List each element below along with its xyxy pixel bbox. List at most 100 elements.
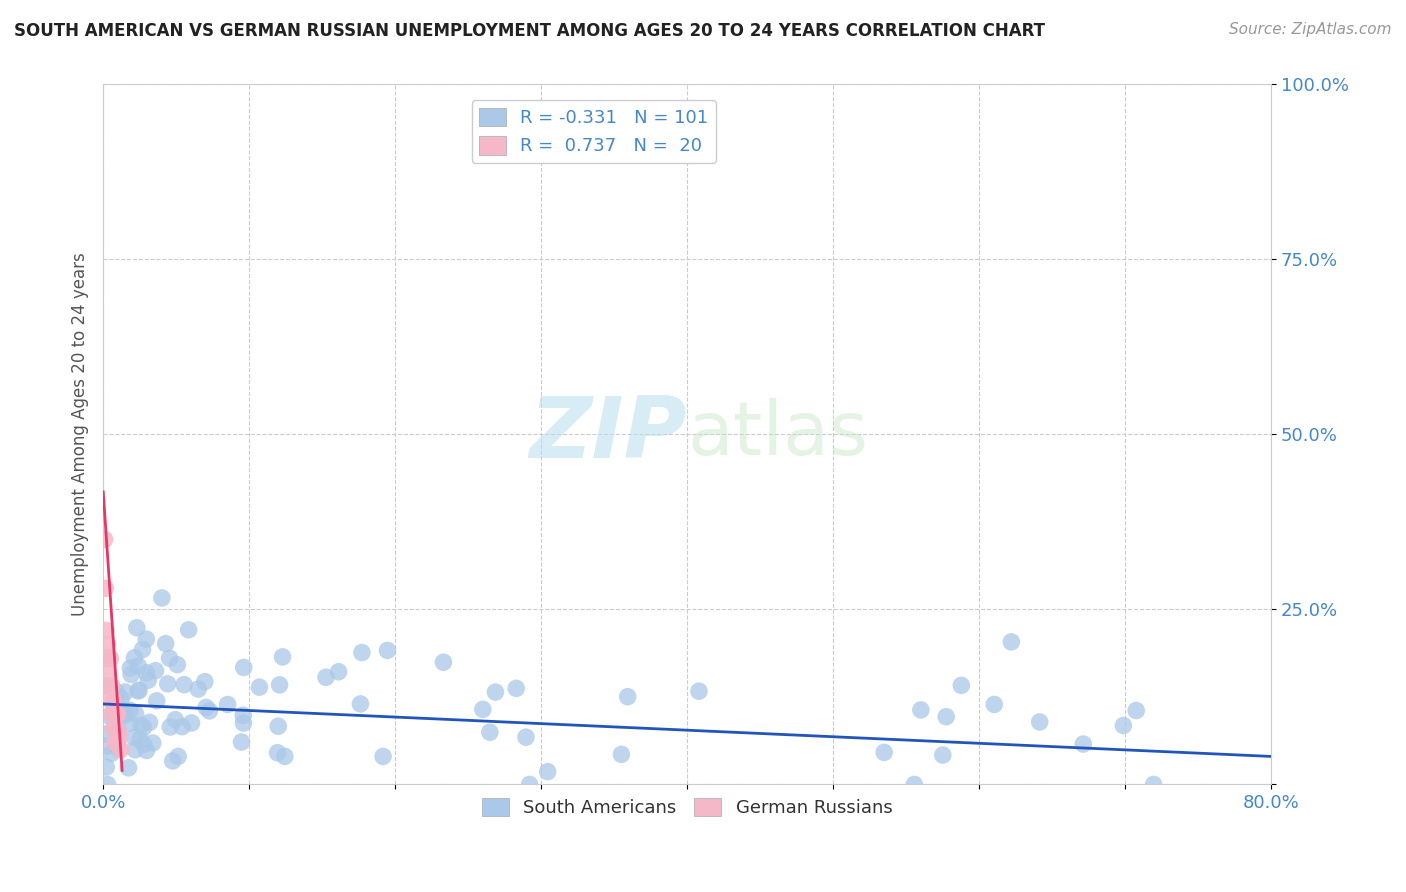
Point: [129, 718, 152, 732]
Point: [232, 716, 254, 731]
Point: [120, 661, 142, 675]
Point: [180, 716, 202, 731]
Point: [269, 678, 291, 692]
Point: [616, 690, 638, 704]
Point: [124, 706, 146, 721]
Point: [983, 698, 1005, 712]
Point: [111, 702, 134, 716]
Point: [266, 746, 288, 760]
Point: [1142, 777, 1164, 791]
Point: [271, 649, 294, 664]
Point: [135, 665, 157, 680]
Point: [232, 708, 254, 723]
Point: [110, 691, 132, 706]
Point: [122, 731, 145, 745]
Point: [432, 655, 454, 669]
Point: [94, 624, 117, 638]
Point: [519, 777, 541, 791]
Point: [100, 747, 122, 761]
Point: [170, 720, 193, 734]
Point: [910, 703, 932, 717]
Point: [127, 684, 149, 698]
Point: [195, 700, 218, 714]
Point: [142, 736, 165, 750]
Point: [120, 667, 142, 681]
Point: [103, 693, 125, 707]
Point: [100, 651, 122, 665]
Text: atlas: atlas: [688, 398, 868, 471]
Point: [107, 707, 129, 722]
Point: [471, 702, 494, 716]
Point: [128, 683, 150, 698]
Point: [328, 665, 350, 679]
Point: [688, 684, 710, 698]
Point: [135, 743, 157, 757]
Point: [267, 719, 290, 733]
Point: [1028, 714, 1050, 729]
Point: [135, 632, 157, 647]
Point: [104, 707, 127, 722]
Point: [873, 745, 896, 759]
Point: [104, 735, 127, 749]
Point: [136, 673, 159, 688]
Point: [1125, 704, 1147, 718]
Point: [156, 677, 179, 691]
Point: [129, 732, 152, 747]
Point: [274, 749, 297, 764]
Point: [198, 704, 221, 718]
Point: [315, 670, 337, 684]
Point: [93, 533, 115, 547]
Point: [159, 651, 181, 665]
Point: [96, 637, 118, 651]
Point: [903, 777, 925, 791]
Point: [932, 747, 955, 762]
Y-axis label: Unemployment Among Ages 20 to 24 years: Unemployment Among Ages 20 to 24 years: [72, 252, 89, 616]
Point: [131, 642, 153, 657]
Text: ZIP: ZIP: [530, 393, 688, 476]
Point: [150, 591, 173, 605]
Point: [97, 650, 120, 665]
Point: [145, 664, 167, 678]
Point: [105, 740, 128, 755]
Point: [177, 623, 200, 637]
Point: [1071, 737, 1094, 751]
Point: [371, 749, 394, 764]
Point: [145, 694, 167, 708]
Point: [96, 739, 118, 753]
Point: [610, 747, 633, 762]
Point: [1112, 718, 1135, 732]
Point: [155, 637, 177, 651]
Point: [167, 749, 190, 764]
Point: [118, 716, 141, 731]
Point: [94, 582, 117, 596]
Point: [537, 764, 560, 779]
Point: [950, 678, 973, 692]
Point: [138, 715, 160, 730]
Point: [125, 621, 148, 635]
Point: [111, 707, 134, 722]
Point: [350, 646, 373, 660]
Point: [1000, 635, 1022, 649]
Point: [515, 730, 537, 744]
Point: [93, 727, 115, 741]
Point: [484, 685, 506, 699]
Point: [166, 657, 188, 672]
Point: [96, 760, 118, 774]
Point: [96, 665, 118, 680]
Point: [127, 659, 149, 673]
Point: [101, 707, 124, 722]
Point: [232, 660, 254, 674]
Point: [97, 709, 120, 723]
Point: [217, 698, 239, 712]
Point: [107, 735, 129, 749]
Point: [117, 761, 139, 775]
Point: [103, 722, 125, 736]
Point: [96, 777, 118, 791]
Point: [173, 678, 195, 692]
Point: [114, 708, 136, 723]
Point: [132, 738, 155, 752]
Point: [105, 685, 128, 699]
Point: [101, 680, 124, 694]
Text: Source: ZipAtlas.com: Source: ZipAtlas.com: [1229, 22, 1392, 37]
Legend: South Americans, German Russians: South Americans, German Russians: [474, 790, 900, 824]
